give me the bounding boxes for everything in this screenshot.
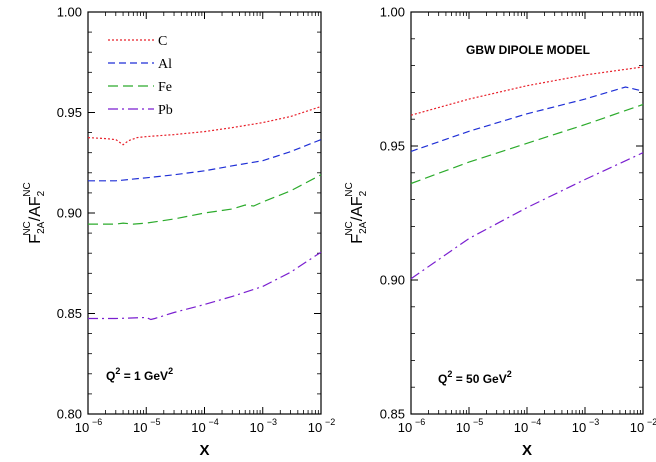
x-tick-label-exp: −6 (92, 417, 102, 427)
q2-annotation-value: = 50 GeV (452, 372, 506, 386)
y-tick-label: 0.85 (57, 306, 82, 321)
legend-label: Al (158, 57, 172, 72)
y-axis-label: F2ANC/AF2NC (22, 182, 47, 243)
x-tick-label-base: 10 (514, 420, 528, 435)
x-tick-label-exp: −5 (150, 417, 160, 427)
x-tick-label: 10 (308, 420, 322, 435)
y-tick-label: 0.90 (57, 206, 82, 221)
x-tick-label-exp: −4 (531, 417, 541, 427)
x-tick-label: 10 (456, 420, 470, 435)
x-tick-label: 10 (630, 420, 644, 435)
q2-annotation-sup2: 2 (168, 366, 173, 376)
y-label-sub: 2A (36, 221, 47, 234)
q2-annotation: Q2 = 1 GeV2 (106, 366, 173, 383)
q2-annotation-sup: 2 (115, 366, 120, 376)
x-tick-label-base: 10 (191, 420, 205, 435)
x-tick-label-base: 10 (456, 420, 470, 435)
q2-annotation: Q2 = 50 GeV2 (438, 369, 512, 386)
y-label-sub2: 2 (36, 190, 47, 196)
y-label-mid: /AF (349, 196, 366, 221)
x-tick-label-exp: −2 (325, 417, 335, 427)
x-tick-label-base: 10 (572, 420, 586, 435)
chart-panel-2: 10 −6 10 −5 10 −4 10 −3 10 −20.850.900.951.00XF2A… (344, 5, 656, 460)
series-line-4 (410, 152, 644, 280)
x-tick-label: 10 (514, 420, 528, 435)
y-label-mid: /AF (27, 196, 44, 221)
y-label-main: F (27, 234, 44, 244)
x-tick-label: 10 (75, 420, 89, 435)
x-axis-label: X (522, 442, 532, 459)
x-tick-label-exp: −6 (415, 417, 425, 427)
x-tick-label-base: 10 (250, 420, 264, 435)
y-tick-label: 0.95 (380, 139, 405, 154)
plot-frame (410, 11, 644, 415)
x-tick-label-base: 10 (75, 420, 89, 435)
series-line-1 (410, 66, 644, 116)
series-line-al (88, 139, 322, 182)
x-tick-label-base: 10 (630, 420, 644, 435)
q2-annotation-q: Q (106, 369, 115, 383)
legend-label: Fe (158, 80, 172, 95)
y-label-sup2: NC (22, 182, 33, 196)
x-tick-label-base: 10 (133, 420, 147, 435)
series-line-fe (88, 174, 322, 225)
legend-item: Al (108, 57, 172, 72)
legend-label: C (158, 34, 167, 49)
x-tick-label: 10 (398, 420, 412, 435)
series-line-pb (88, 251, 322, 321)
legend-item: C (108, 34, 167, 49)
x-tick-label-exp: −5 (473, 417, 483, 427)
y-tick-label: 0.80 (57, 407, 82, 422)
x-tick-label-exp: −2 (647, 417, 656, 427)
x-axis-label: X (199, 442, 209, 459)
x-tick-label-base: 10 (308, 420, 322, 435)
y-label-sub: 2A (358, 221, 369, 234)
legend-item: Fe (108, 80, 172, 95)
y-label-sub2: 2 (358, 190, 369, 196)
legend-label: Pb (158, 103, 173, 118)
x-tick-label-base: 10 (398, 420, 412, 435)
y-tick-label: 1.00 (57, 5, 82, 20)
y-tick-label: 0.85 (380, 407, 405, 422)
series-line-3 (410, 103, 644, 185)
x-tick-label-exp: −4 (209, 417, 219, 427)
series-line-2 (410, 86, 644, 152)
q2-annotation-sup2: 2 (507, 369, 512, 379)
x-tick-label: 10 (191, 420, 205, 435)
chart-title: GBW DIPOLE MODEL (466, 43, 590, 57)
y-label-sup: NC (344, 221, 355, 235)
legend-item: Pb (108, 103, 173, 118)
y-label-main: F (349, 234, 366, 244)
y-label-sup: NC (22, 221, 33, 235)
chart-panel-1: 10 −6 10 −5 10 −4 10 −3 10 −20.800.850.900.951.00… (22, 5, 335, 460)
series-line-c (87, 105, 322, 146)
q2-annotation-value: = 1 GeV (120, 369, 168, 383)
q2-annotation-sup: 2 (447, 369, 452, 379)
x-tick-label: 10 (133, 420, 147, 435)
x-tick-label: 10 (250, 420, 264, 435)
y-tick-label: 0.95 (57, 105, 82, 120)
x-tick-label-exp: −3 (589, 417, 599, 427)
plot-frame (87, 11, 322, 415)
y-tick-label: 0.90 (380, 273, 405, 288)
y-label-sup2: NC (344, 182, 355, 196)
y-tick-label: 1.00 (380, 5, 405, 20)
q2-annotation-q: Q (438, 372, 447, 386)
x-tick-label: 10 (572, 420, 586, 435)
y-axis-label: F2ANC/AF2NC (344, 182, 369, 243)
x-tick-label-exp: −3 (267, 417, 277, 427)
